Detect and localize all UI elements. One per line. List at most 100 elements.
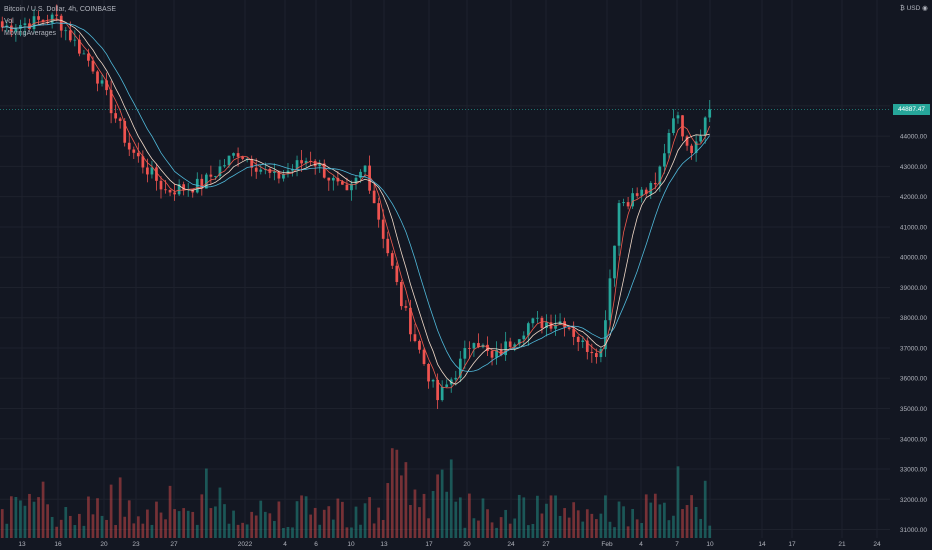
volume-bar [309,514,313,538]
volume-bar [554,495,557,538]
candle-body [631,193,634,207]
candle-body [445,384,449,387]
candle-body [399,281,403,307]
candle-body [19,25,22,29]
volume-bar [291,527,294,538]
volume-bar [132,523,136,538]
volume-bar [576,510,580,538]
candle-body [436,379,439,401]
volume-bar [635,519,639,538]
symbol-title[interactable]: Bitcoin / U.S. Dollar, 4h, COINBASE [4,6,117,13]
volume-bar [436,474,439,538]
price-axis[interactable]: 45000.0044000.0043000.0042000.0041000.00… [900,103,927,534]
y-tick-label: 40000.00 [900,255,927,262]
volume-bar [268,513,272,538]
volume-bar [422,493,426,538]
candle-body [617,203,621,246]
x-tick-label: 6 [314,541,318,548]
volume-bar [182,508,186,538]
candle-body [458,358,462,378]
candle-body [363,165,367,172]
candles [0,4,712,409]
volume-bar [658,504,662,538]
x-tick-label: 23 [132,541,140,548]
volume-bar [218,487,222,538]
candle-body [372,190,376,204]
candle-body [708,109,712,118]
y-tick-label: 35000.00 [900,406,927,413]
volume-bar [703,480,707,538]
x-tick-label: 27 [170,541,178,548]
candle-body [164,189,167,191]
candle-body [68,30,72,41]
volume-bar [9,496,13,538]
volume-bar [681,509,684,538]
volume-bar [354,506,358,538]
candle-body [87,53,90,61]
candle-body [572,328,576,337]
volume-bars [0,448,712,538]
volume-bar [223,504,226,538]
volume-bar [463,527,467,538]
candle-body [23,23,27,26]
x-tick-label: 24 [507,541,515,548]
candle-body [377,203,381,220]
volume-bar [504,509,508,538]
candle-body [14,28,18,32]
volume-bar [581,521,585,538]
volume-bar [59,519,63,538]
candle-body [114,113,118,119]
currency-unit-label[interactable]: ₿ USD ◉ [900,5,928,12]
candle-body [549,322,553,329]
volume-bar [418,507,421,538]
candle-body [477,343,480,348]
volume-bar [536,495,539,538]
candle-body [141,156,145,168]
volume-bar [386,483,390,538]
candle-body [440,386,444,401]
volume-bar [513,518,517,538]
volume-bar [23,505,27,538]
candle-body [554,324,557,329]
candle-body [191,189,195,193]
volume-bar [508,523,512,538]
candle-body [136,152,140,157]
ma-mid-line [2,19,710,385]
volume-bar [708,525,712,538]
candle-body [41,19,45,22]
volume-bar [259,500,263,538]
volume-bar [209,508,213,538]
volume-bar [440,469,444,538]
candle-body [585,340,589,352]
candle-body [146,167,149,175]
moving-averages-indicator-label[interactable]: MovingAverages [4,30,57,37]
candle-body [218,166,222,177]
volume-bar [336,498,340,538]
volume-bar [195,524,199,538]
candle-body [567,327,571,329]
x-tick-label: 17 [425,541,433,548]
x-tick-label: 20 [100,541,108,548]
volume-bar [499,517,503,538]
volume-bar [486,509,489,538]
candle-body [241,156,244,159]
candle-body [690,145,693,154]
volume-bar [204,468,208,538]
volume-indicator-label[interactable]: Vol [4,18,14,25]
candle-body [318,163,322,167]
volume-bar [649,502,653,538]
candle-body [395,265,399,282]
candle-body [694,141,698,154]
candle-body [304,160,308,164]
volume-bar [540,513,544,538]
candle-body [200,178,204,189]
volume-bar [28,493,31,538]
volume-bar [173,509,176,538]
volume-bar [381,519,385,538]
time-axis[interactable]: 13 16 20 23 27 2022 4 6 10 13 17 20 24 27 Feb 4 7 10 14 17 2… [18,541,881,548]
volume-bar [694,506,698,538]
x-tick-label: 13 [18,541,26,548]
candle-body [381,219,385,239]
